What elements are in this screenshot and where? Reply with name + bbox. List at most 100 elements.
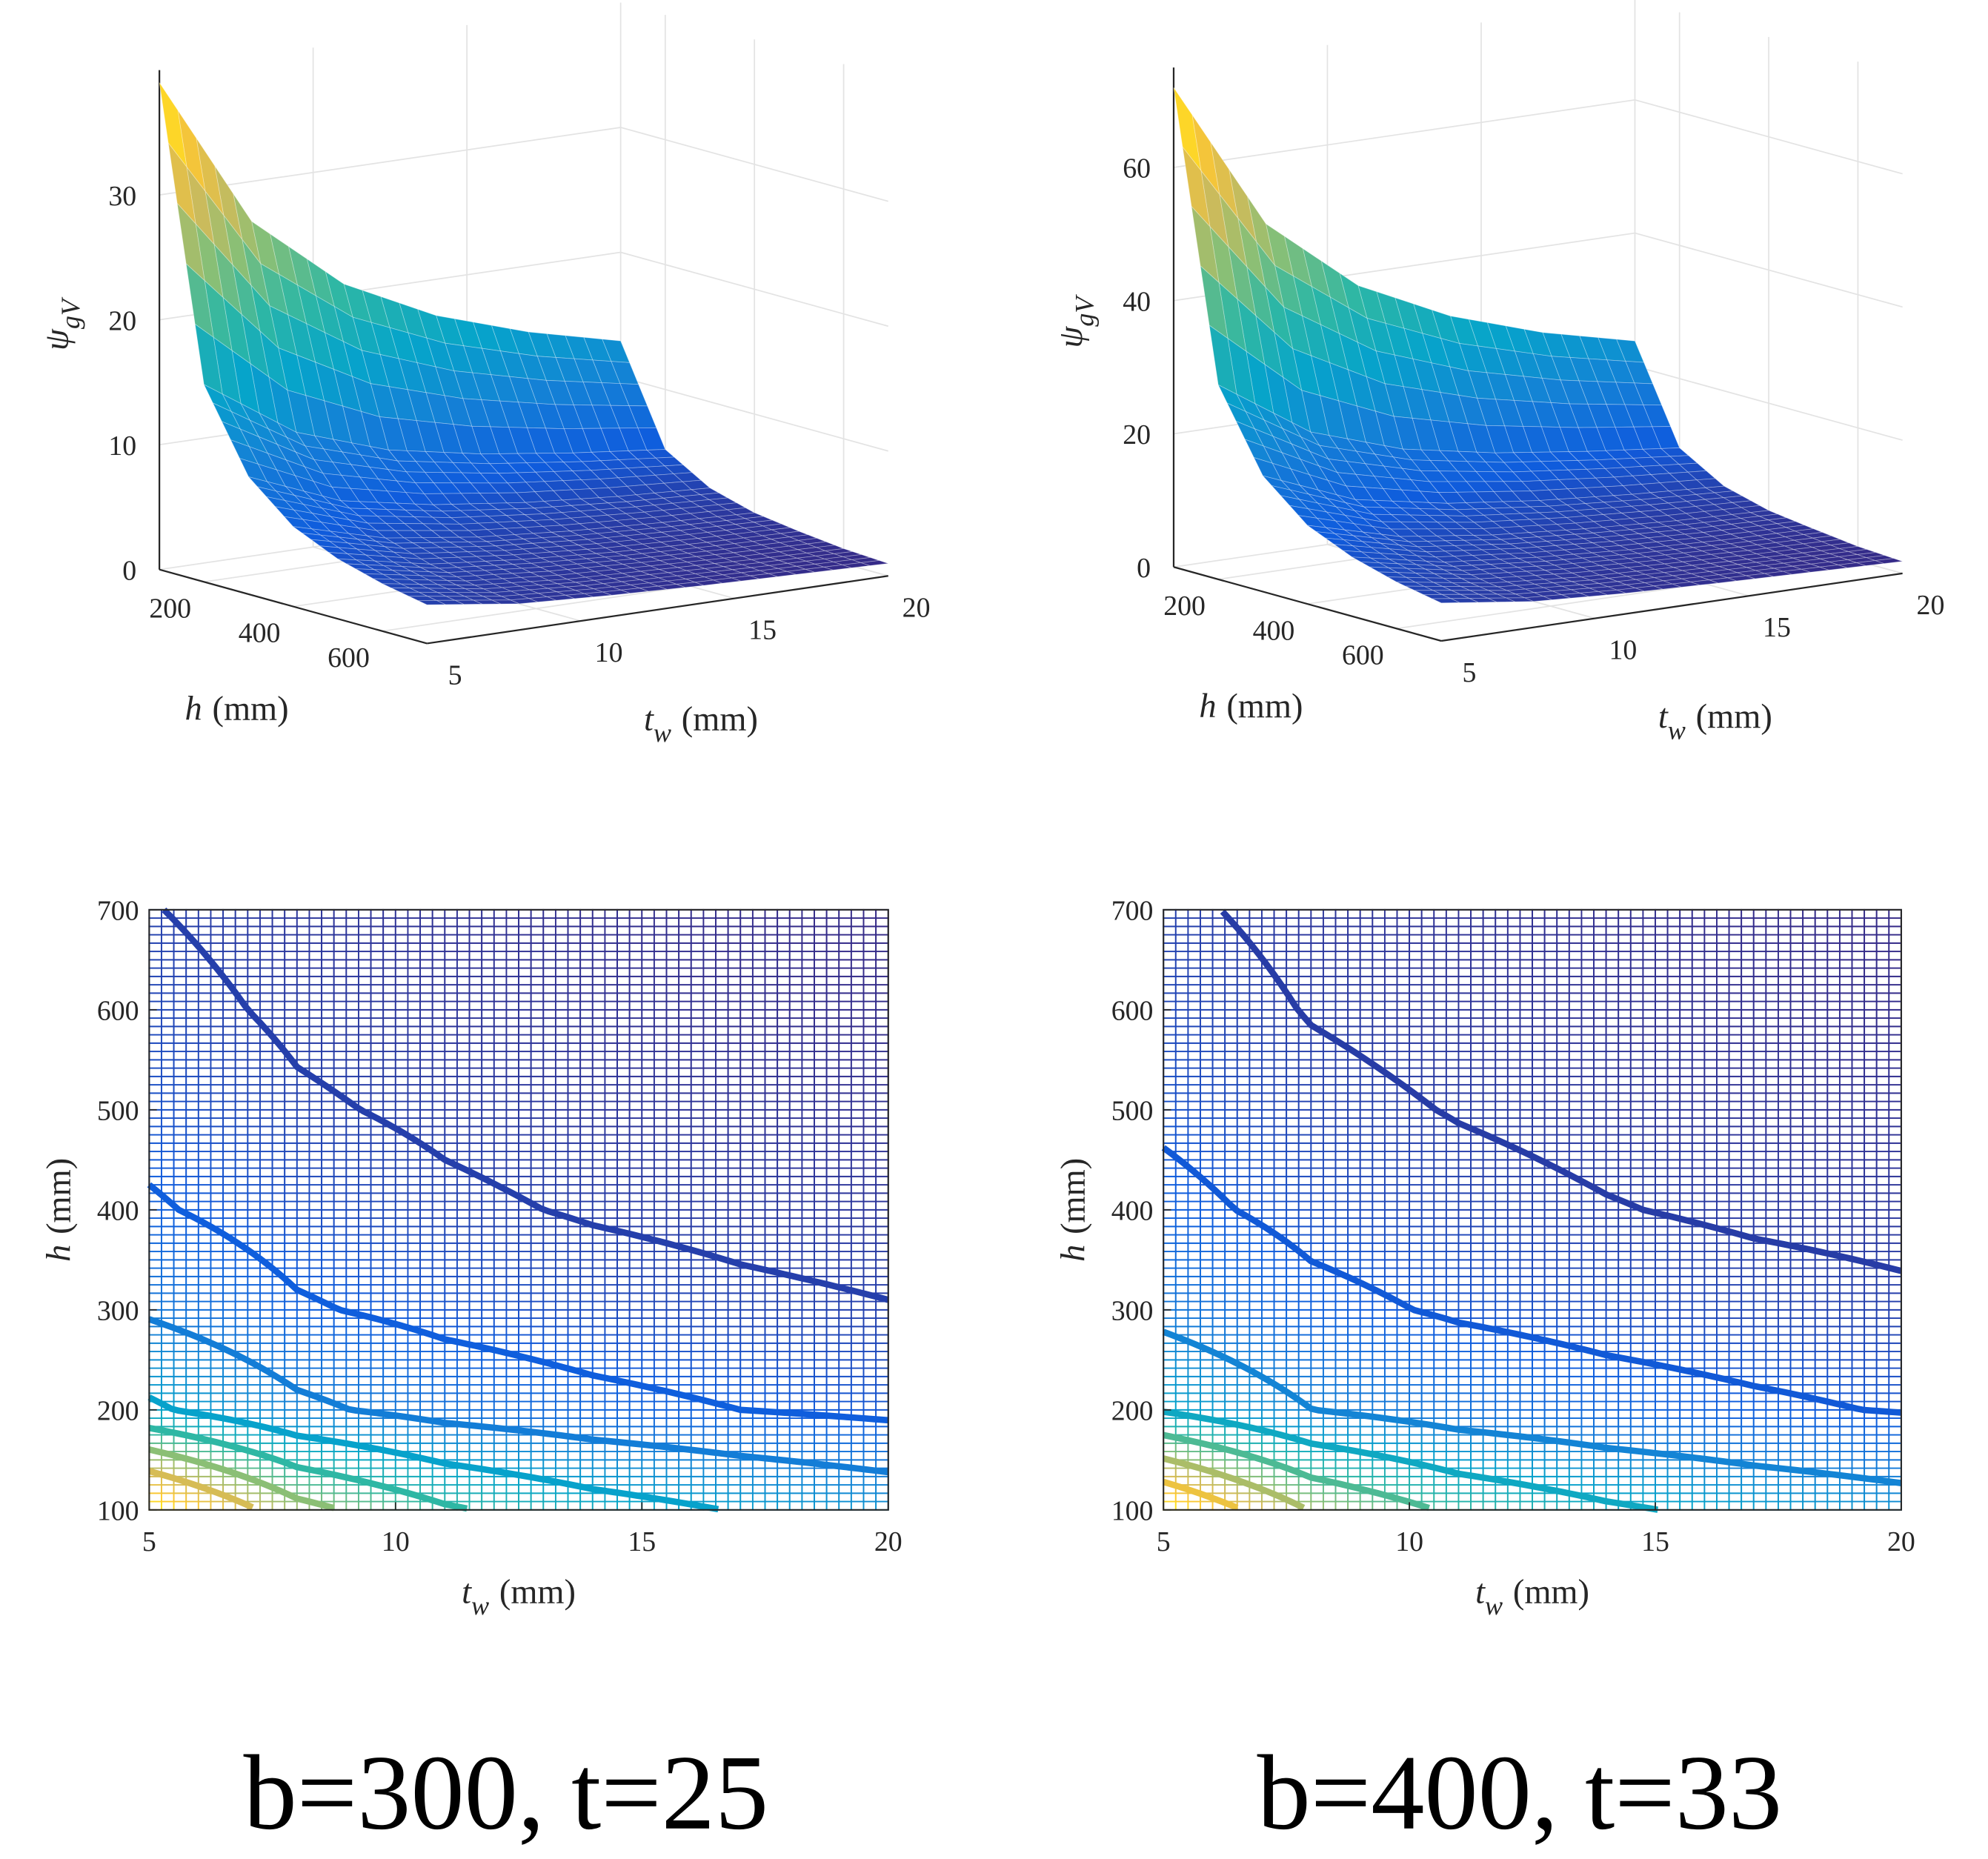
mesh-cell xyxy=(161,1300,175,1311)
mesh-cell xyxy=(542,1234,556,1244)
mesh-cell xyxy=(210,1475,225,1486)
mesh-cell xyxy=(407,1334,422,1344)
mesh-cell xyxy=(653,1184,668,1194)
mesh-cell xyxy=(702,1159,717,1169)
mesh-cell xyxy=(801,1375,815,1386)
mesh-cell xyxy=(727,1108,742,1120)
mesh-cell xyxy=(370,1042,385,1053)
mesh-cell xyxy=(321,1117,335,1128)
mesh-cell xyxy=(247,1134,261,1144)
mesh-cell xyxy=(690,1059,705,1069)
mesh-cell xyxy=(148,1275,162,1286)
mesh-cell xyxy=(530,1167,545,1177)
mesh-cell xyxy=(751,1442,766,1453)
mesh-cell xyxy=(628,1475,643,1486)
mesh-cell xyxy=(481,1192,495,1203)
mesh-cell xyxy=(616,1184,631,1194)
mesh-cell xyxy=(838,1208,852,1220)
mesh-cell xyxy=(788,1467,803,1477)
mesh-cell xyxy=(702,1092,717,1103)
mesh-cell xyxy=(345,1484,359,1494)
mesh-cell xyxy=(259,1326,273,1336)
mesh-cell xyxy=(444,1451,458,1461)
axis-label: h (mm) xyxy=(1199,688,1303,725)
mesh-cell xyxy=(419,1367,433,1377)
mesh-cell xyxy=(518,1409,532,1420)
mesh-cell xyxy=(222,1326,236,1336)
mesh-cell xyxy=(407,1108,422,1120)
mesh-cell xyxy=(751,1300,766,1311)
mesh-cell xyxy=(579,1326,594,1336)
mesh-cell xyxy=(838,1159,852,1169)
label-subscript: gV xyxy=(1070,294,1100,327)
mesh-cell xyxy=(468,1184,483,1194)
mesh-cell xyxy=(788,1117,803,1128)
mesh-cell xyxy=(715,1075,729,1086)
mesh-cell xyxy=(838,1484,852,1494)
mesh-cell xyxy=(161,1484,175,1494)
mesh-cell xyxy=(838,1234,852,1244)
mesh-cell xyxy=(591,1200,606,1211)
mesh-cell xyxy=(394,1192,409,1203)
mesh-cell xyxy=(210,1208,225,1220)
mesh-cell xyxy=(358,1300,372,1311)
mesh-cell xyxy=(468,1051,483,1061)
mesh-cell xyxy=(493,1208,508,1220)
mesh-cell xyxy=(641,1459,655,1469)
mesh-cell xyxy=(764,1367,779,1377)
mesh-cell xyxy=(530,1392,545,1403)
mesh-cell xyxy=(850,1226,865,1236)
mesh-cell xyxy=(579,1059,594,1069)
mesh-cell xyxy=(727,1200,742,1211)
mesh-cell xyxy=(308,1275,323,1286)
mesh-cell xyxy=(505,1125,520,1136)
mesh-cell xyxy=(493,1192,508,1203)
mesh-cell xyxy=(321,1051,335,1061)
mesh-cell xyxy=(665,1459,680,1469)
mesh-cell xyxy=(345,1275,359,1286)
mesh-cell xyxy=(505,1134,520,1144)
mesh-cell xyxy=(850,1392,865,1403)
mesh-cell xyxy=(777,1251,791,1261)
mesh-cell xyxy=(161,1367,175,1377)
mesh-cell xyxy=(825,1092,840,1103)
x-tick-label: 20 xyxy=(902,592,931,623)
mesh-cell xyxy=(801,1167,815,1177)
mesh-cell xyxy=(801,1392,815,1403)
mesh-cell xyxy=(296,1242,310,1253)
mesh-cell xyxy=(814,1134,828,1144)
mesh-cell xyxy=(185,1200,199,1211)
mesh-cell xyxy=(653,1451,668,1461)
mesh-cell xyxy=(284,1442,298,1453)
mesh-cell xyxy=(345,1208,359,1220)
mesh-cell xyxy=(468,1034,483,1044)
mesh-cell xyxy=(542,1459,556,1469)
mesh-cell xyxy=(247,1384,261,1394)
mesh-cell xyxy=(271,1200,286,1211)
mesh-cell xyxy=(825,1217,840,1228)
mesh-cell xyxy=(777,1059,791,1069)
mesh-cell xyxy=(604,1259,618,1269)
mesh-cell xyxy=(751,1242,766,1253)
mesh-cell xyxy=(456,1084,471,1094)
mesh-cell xyxy=(345,1492,359,1503)
mesh-cell xyxy=(591,1242,606,1253)
mesh-cell xyxy=(542,1034,556,1044)
mesh-cell xyxy=(394,1217,409,1228)
mesh-cell xyxy=(838,1200,852,1211)
mesh-cell xyxy=(665,1175,680,1186)
mesh-cell xyxy=(641,1117,655,1128)
mesh-cell xyxy=(727,1192,742,1203)
mesh-cell xyxy=(554,1384,569,1394)
mesh-cell xyxy=(345,1326,359,1336)
mesh-cell xyxy=(234,1259,249,1269)
mesh-cell xyxy=(358,1192,372,1203)
mesh-cell xyxy=(394,1034,409,1044)
mesh-cell xyxy=(234,1267,249,1277)
mesh-cell xyxy=(161,1134,175,1144)
mesh-cell xyxy=(653,1159,668,1169)
mesh-cell xyxy=(777,1067,791,1077)
mesh-cell xyxy=(850,1075,865,1086)
mesh-cell xyxy=(825,1359,840,1369)
mesh-cell xyxy=(751,1200,766,1211)
